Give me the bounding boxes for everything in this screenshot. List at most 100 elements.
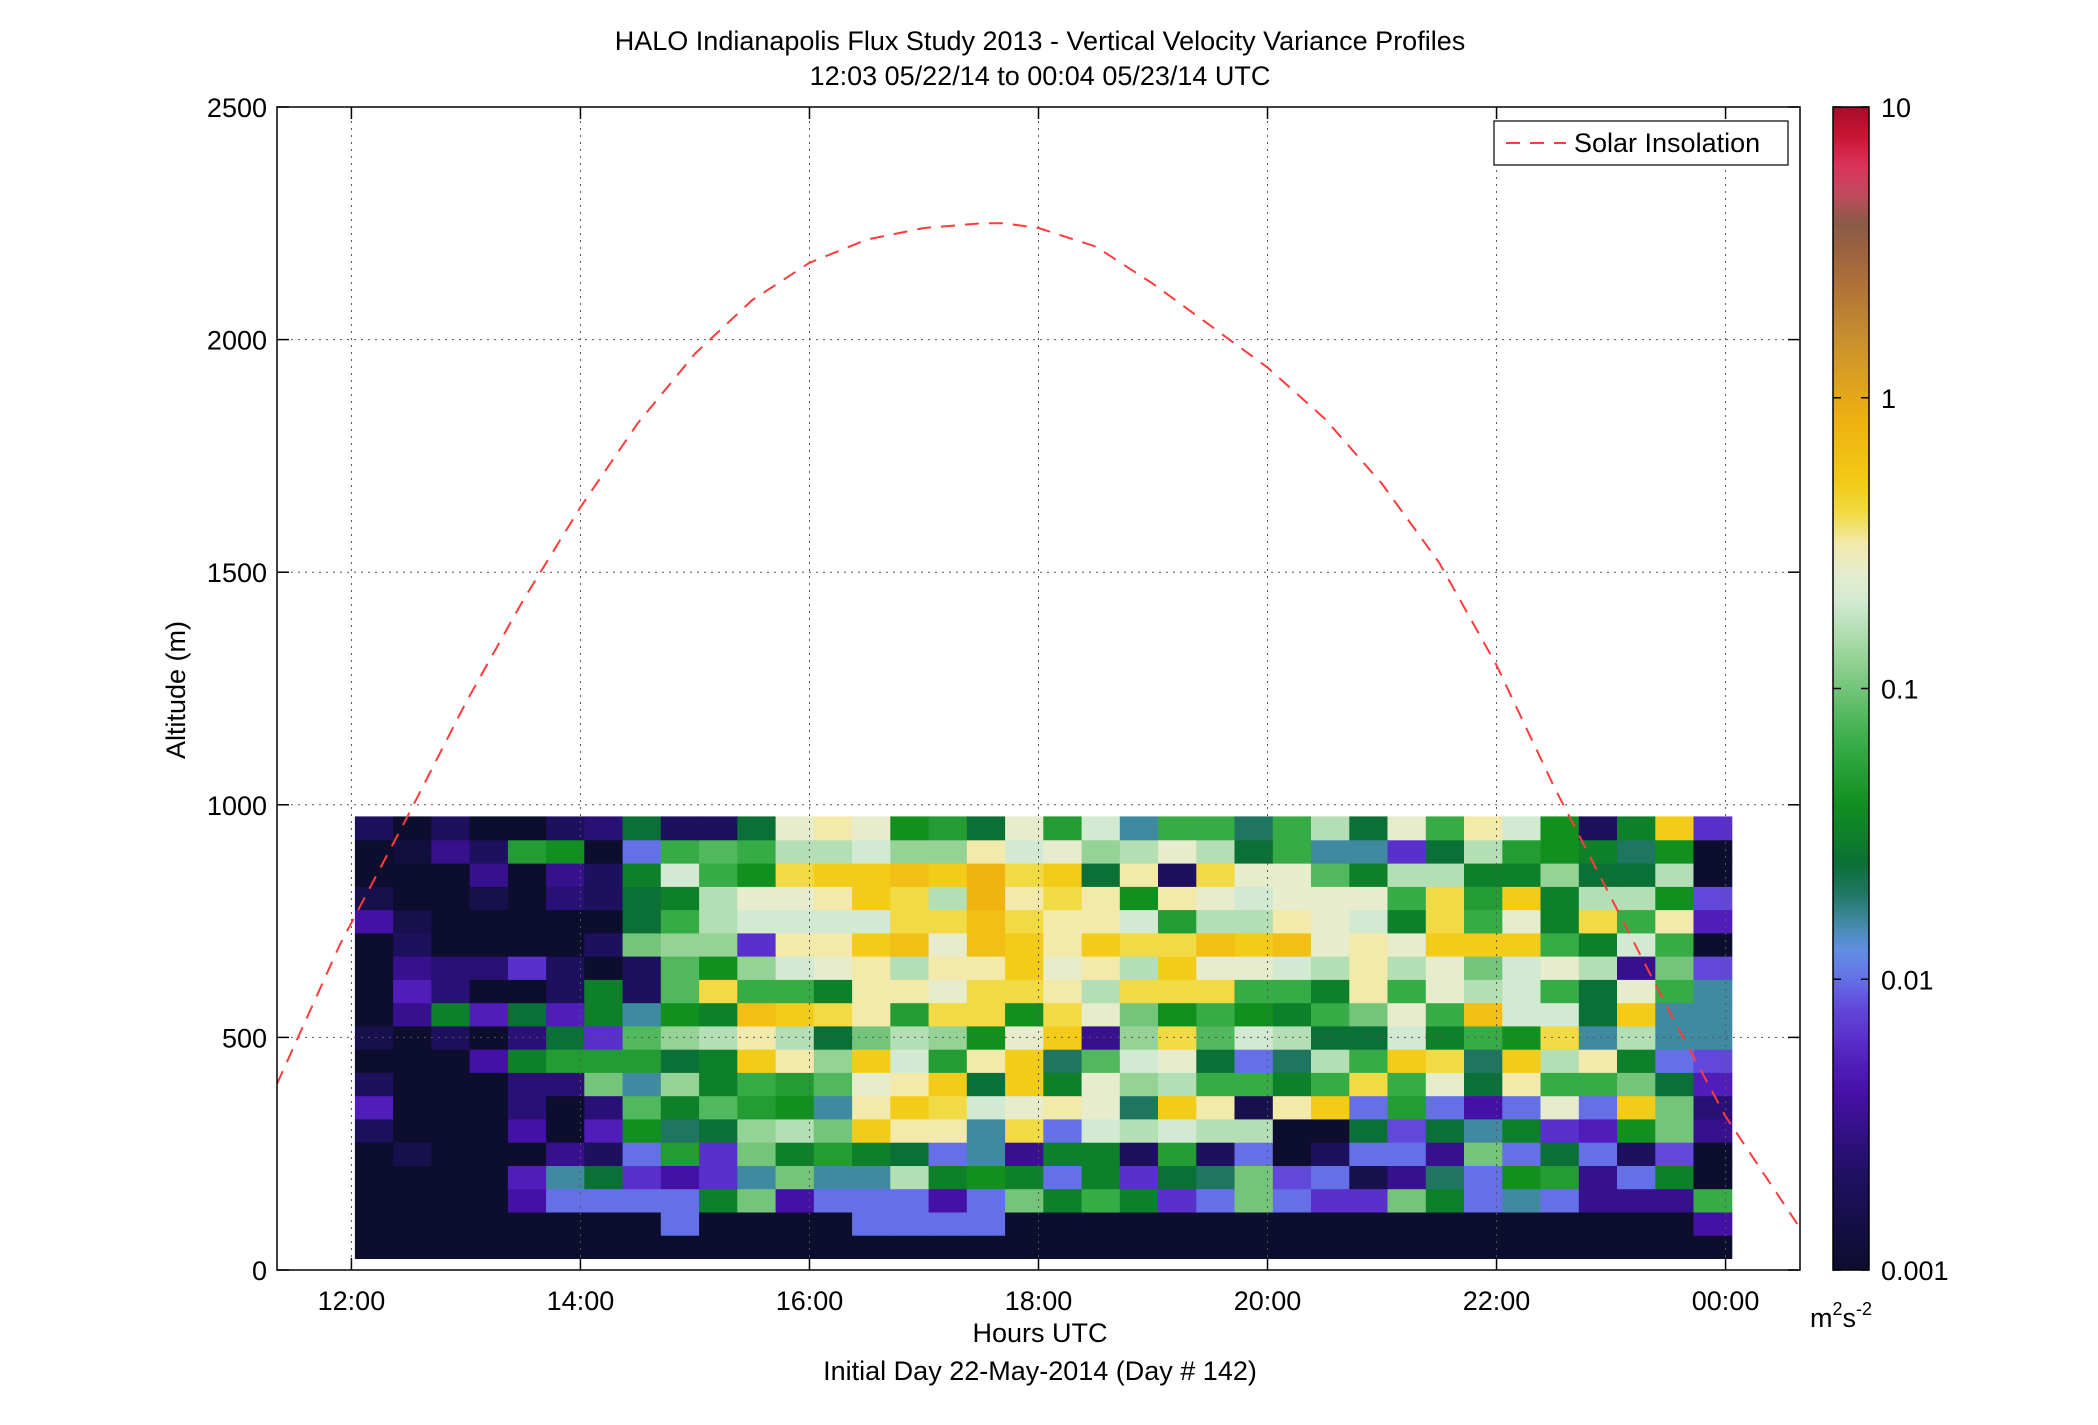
heatmap-cell [1158,1235,1197,1259]
colorbar-unit-exp1: 2 [1833,1299,1843,1319]
heatmap-cell [775,1072,815,1097]
heatmap-cell [1043,1142,1083,1166]
heatmap-cell [1272,932,1312,957]
heatmap-cell [431,1118,471,1143]
heatmap-cell [1693,816,1733,841]
heatmap-cell [928,932,968,957]
heatmap-cell [1349,1165,1389,1190]
heatmap-cell [1425,1165,1465,1190]
heatmap-cell [1119,1211,1159,1236]
heatmap-cell [1617,979,1656,1004]
heatmap-cell [546,979,585,1004]
heatmap-cell [622,1165,662,1190]
heatmap-cell [1043,932,1083,957]
heatmap-cell [584,1118,624,1143]
heatmap-cell [1655,956,1695,980]
heatmap-cell [699,1165,738,1190]
heatmap-cell [584,956,624,980]
heatmap-cell [890,1095,930,1120]
heatmap-cell [1617,816,1656,841]
heatmap-cell [1387,1142,1427,1166]
heatmap-cell [852,1002,891,1027]
heatmap-cell [1349,839,1389,864]
heatmap-cell [1425,1049,1465,1073]
heatmap-cell [1043,1095,1083,1120]
heatmap-cell [852,1142,891,1166]
heatmap-cell [431,863,471,887]
heatmap-cell [1502,1095,1542,1120]
heatmap-cell [1693,1211,1733,1236]
heatmap-cell [431,979,471,1004]
heatmap-cell [507,956,547,980]
heatmap-cell [431,1025,471,1050]
heatmap-cell [1540,863,1580,887]
heatmap-cell [1655,839,1695,864]
heatmap-cell [966,1142,1006,1166]
heatmap-cell [354,1142,394,1166]
heatmap-cell [1005,1118,1044,1143]
heatmap-cell [737,1211,777,1236]
heatmap-cell [1540,979,1580,1004]
heatmap-cell [890,1072,930,1097]
heatmap-cell [890,1025,930,1050]
heatmap-cell [584,1095,624,1120]
heatmap-cell [1540,1235,1580,1259]
heatmap-cell [546,1072,585,1097]
heatmap-cell [431,839,471,864]
heatmap-cell [966,956,1006,980]
heatmap-cell [1196,1049,1236,1073]
heatmap-cell [1387,1025,1427,1050]
heatmap-cell [1425,1072,1465,1097]
heatmap-cell [1005,932,1044,957]
heatmap-cell [1158,886,1197,911]
heatmap-cell [1119,886,1159,911]
heatmap-cell [1387,1095,1427,1120]
heatmap-cell [1349,909,1389,934]
heatmap-cell [1234,979,1274,1004]
heatmap-cell [737,932,777,957]
heatmap-cell [775,956,815,980]
heatmap-cell [431,956,471,980]
heatmap-cell [1425,863,1465,887]
heatmap-cell [1158,1142,1197,1166]
heatmap-cell [546,863,585,887]
heatmap-cell [1502,956,1542,980]
x-tick-label: 20:00 [1234,1286,1302,1316]
heatmap-cell [737,1118,777,1143]
heatmap-cell [1158,839,1197,864]
heatmap-cell [813,1118,853,1143]
heatmap-cell [1234,909,1274,934]
heatmap-cell [1655,1211,1695,1236]
heatmap-cell [1196,839,1236,864]
heatmap-cell [966,1002,1006,1027]
heatmap-cell [546,886,585,911]
heatmap-cell [1655,863,1695,887]
heatmap-cell [469,1002,509,1027]
heatmap-cell [1387,1165,1427,1190]
heatmap-cell [1119,839,1159,864]
heatmap-cell [584,1142,624,1166]
heatmap-cell [622,1002,662,1027]
heatmap-cell [1005,886,1044,911]
heatmap-cell [928,816,968,841]
heatmap-cell [1578,1235,1618,1259]
heatmap-cell [660,1211,700,1236]
heatmap-cell [1464,909,1503,934]
heatmap-cell [890,886,930,911]
heatmap-cell [699,1235,738,1259]
heatmap-cell [1043,1188,1083,1213]
heatmap-cell [1311,1025,1350,1050]
heatmap-cell [1425,816,1465,841]
heatmap-cell [813,956,853,980]
heatmap-cell [660,909,700,934]
heatmap-cell [354,1049,394,1073]
heatmap-cell [660,1049,700,1073]
heatmap-cell [1387,956,1427,980]
heatmap-cell [966,1025,1006,1050]
heatmap-cell [1578,909,1618,934]
heatmap-cell [1464,816,1503,841]
heatmap-cell [1081,932,1121,957]
heatmap-cell [393,1188,432,1213]
heatmap-cell [1502,1235,1542,1259]
